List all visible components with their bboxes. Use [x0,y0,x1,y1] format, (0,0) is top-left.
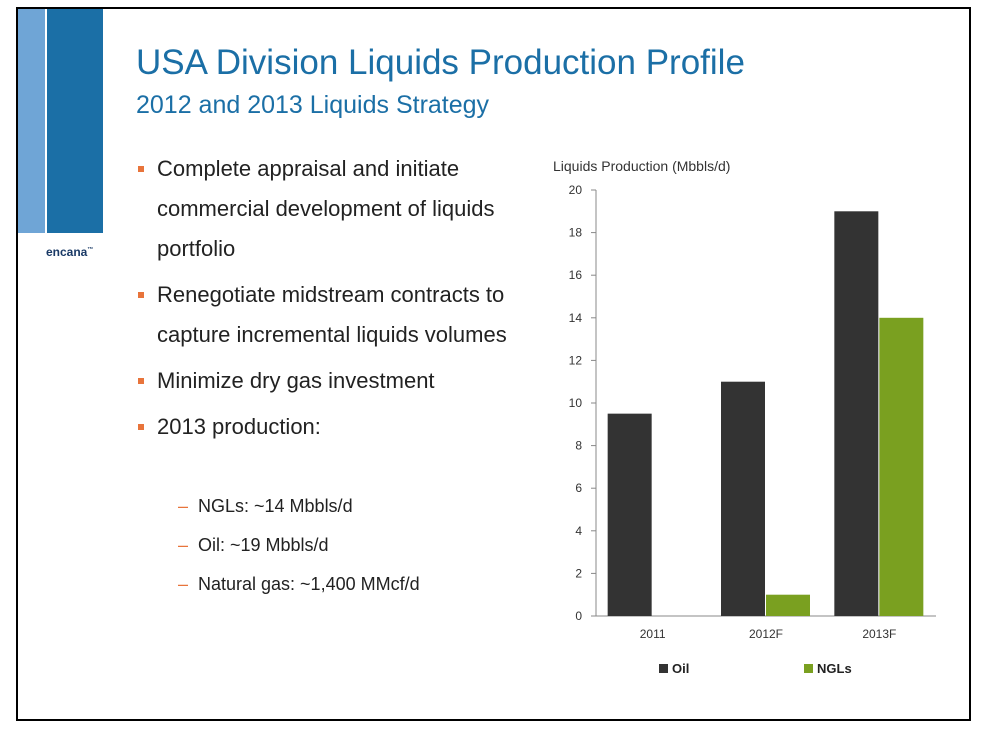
slide-subtitle: 2012 and 2013 Liquids Strategy [136,91,490,119]
decorative-stripe-light [18,9,45,233]
bar-oil-2013f [834,211,879,617]
slide-title: USA Division Liquids Production Profile [136,43,745,82]
sub-bullet-item: – NGLs: ~14 Mbbls/d [178,496,353,516]
y-tick-label: 8 [575,439,582,453]
bullet-list: Complete appraisal and initiate commerci… [138,149,528,453]
bar-oil-2012f [721,381,765,616]
bullet-marker-icon [138,424,144,430]
decorative-stripe-dark [47,9,103,233]
dash-icon: – [178,535,189,555]
legend-swatch-oil [659,664,668,673]
sub-bullet-item: – Oil: ~19 Mbbls/d [178,535,329,555]
encana-logo: encana™ [46,245,94,259]
bar-ngls-2013f [879,317,924,616]
y-tick-label: 14 [569,311,583,325]
dash-icon: – [178,496,189,516]
x-tick-label: 2013F [862,627,896,641]
legend-label-oil: Oil [672,661,689,676]
y-tick-label: 0 [575,609,582,623]
y-tick-label: 12 [569,353,583,367]
bullet-item: Minimize dry gas investment [138,361,528,401]
y-tick-label: 4 [575,524,582,538]
liquids-production-chart: Liquids Production (Mbbls/d) 0 2 4 6 8 10 12 14 1… [553,158,936,676]
y-tick-label: 20 [569,183,583,197]
bullet-marker-icon [138,166,144,172]
bar-ngls-2012f [766,594,810,616]
dash-icon: – [178,574,189,594]
y-tick-label: 2 [575,566,582,580]
legend-label-ngls: NGLs [817,661,852,676]
x-tick-label: 2012F [749,627,783,641]
bullet-marker-icon [138,378,144,384]
slide: encana™ USA Division Liquids Production … [16,7,971,721]
bullet-marker-icon [138,292,144,298]
bullet-item: Renegotiate midstream contracts to captu… [138,275,528,355]
x-tick-label: 2011 [640,627,666,641]
y-tick-label: 16 [569,268,583,282]
legend-swatch-ngls [804,664,813,673]
sub-bullet-item: – Natural gas: ~1,400 MMcf/d [178,574,420,594]
y-tick-label: 6 [575,481,582,495]
y-tick-label: 10 [569,396,583,410]
bar-oil-2011 [607,413,652,616]
chart-title: Liquids Production (Mbbls/d) [553,158,730,174]
y-tick-label: 18 [569,226,583,240]
bullet-item: Complete appraisal and initiate commerci… [138,149,528,269]
sub-bullet-list: – NGLs: ~14 Mbbls/d – Oil: ~19 Mbbls/d – Na… [178,495,420,612]
bullet-item: 2013 production: [138,407,528,447]
